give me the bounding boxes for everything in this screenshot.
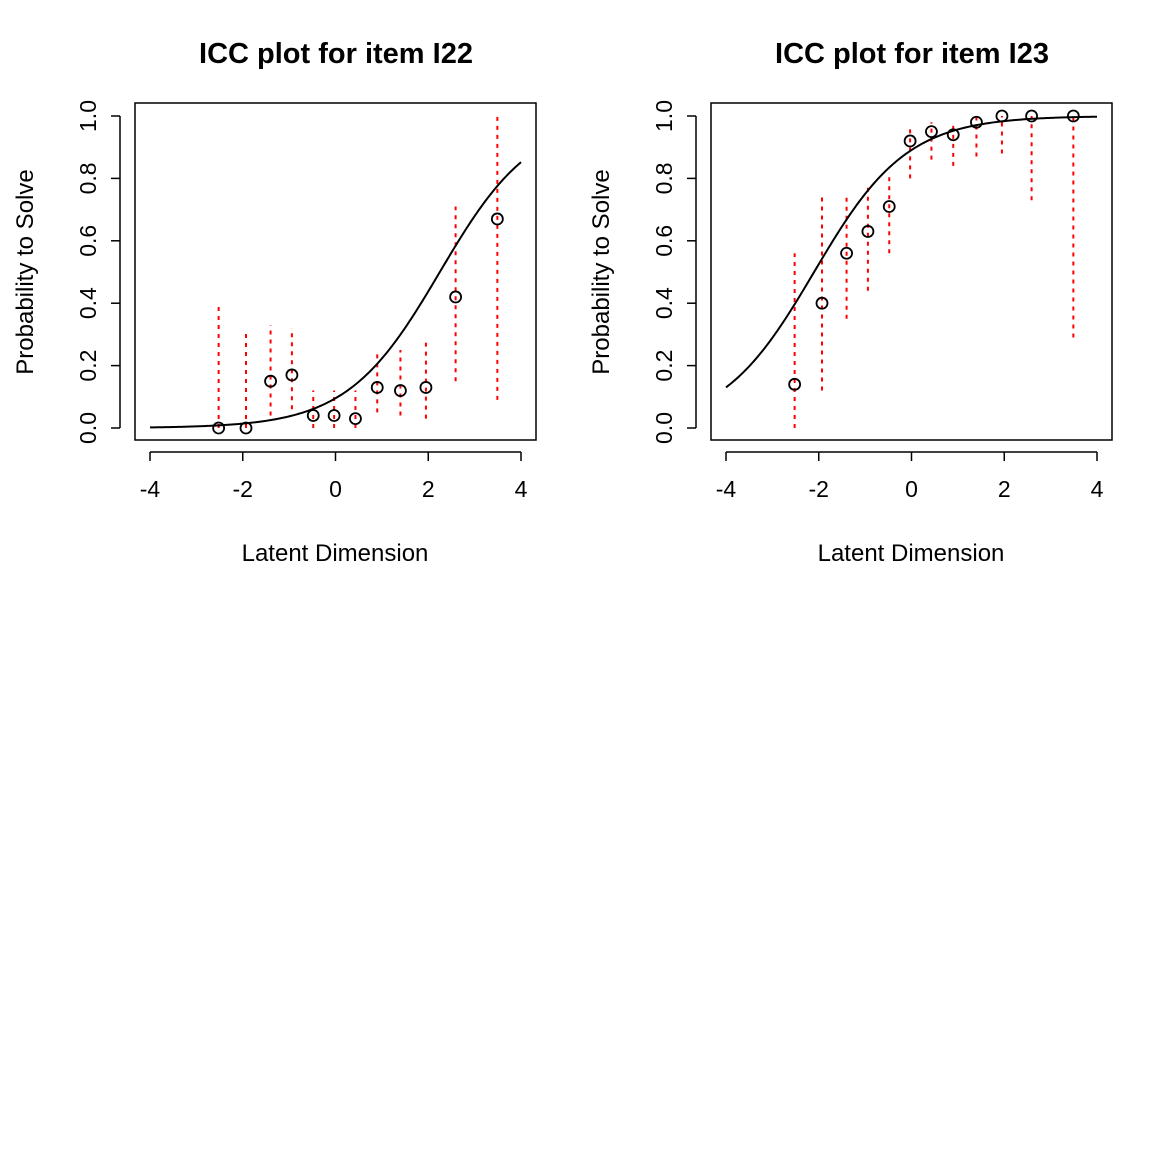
y-axis-label: Probability to Solve: [588, 169, 615, 374]
x-tick-label: 0: [329, 476, 342, 502]
x-axis-label: Latent Dimension: [818, 540, 1005, 567]
x-axis-label: Latent Dimension: [242, 540, 429, 567]
icc-curve: [725, 115, 1098, 389]
observed-point: [995, 109, 1009, 123]
y-tick-label: 1.0: [75, 100, 101, 132]
y-tick-label: 0.4: [75, 287, 101, 319]
panel-title: ICC plot for item I22: [199, 38, 473, 70]
icc-panel-i23: ICC plot for item I23 Latent Dimension P…: [588, 38, 1113, 567]
observed-point: [490, 212, 504, 226]
observed-point: [449, 290, 463, 304]
x-tick-label: -2: [809, 476, 829, 502]
observed-point: [239, 421, 253, 435]
observed-point: [840, 246, 853, 260]
observed-point: [1025, 109, 1039, 123]
x-tick-label: 4: [1091, 476, 1104, 502]
observed-point: [903, 134, 917, 148]
plot-marks: -4 -2 0 2 4 0.0 0.2 0.4 0.6 0.8 1.0: [75, 100, 528, 502]
y-tick-label: 0.2: [651, 350, 677, 382]
observed-point: [788, 377, 802, 391]
y-tick-label: 0.2: [75, 350, 101, 382]
observed-point: [285, 368, 299, 382]
y-tick-label: 0.0: [75, 412, 101, 444]
observed-point: [370, 381, 384, 394]
observed-point: [212, 421, 226, 435]
y-tick-label: 0.0: [651, 412, 677, 444]
observed-point: [349, 412, 362, 426]
x-tick-label: 2: [422, 476, 435, 502]
plot-marks: -4 -2 0 2 4 0.0 0.2 0.4 0.6 0.8 1.0: [651, 100, 1104, 502]
observed-point: [327, 409, 341, 422]
observed-point: [925, 125, 938, 139]
y-tick-label: 0.8: [651, 162, 677, 194]
y-axis-label: Probability to Solve: [12, 169, 39, 374]
observed-point: [306, 409, 320, 422]
panel-title: ICC plot for item I23: [775, 38, 1049, 70]
icc-panel-i22: ICC plot for item I22 Latent Dimension P…: [12, 38, 537, 567]
plot-frame: [134, 102, 537, 441]
y-tick-label: 0.6: [651, 225, 677, 257]
observed-point: [970, 115, 983, 129]
x-tick-label: -2: [233, 476, 253, 502]
observed-point: [264, 374, 277, 388]
icc-curve: [149, 161, 522, 429]
observed-point: [882, 200, 896, 213]
observed-point: [861, 225, 875, 238]
x-tick-label: -4: [716, 476, 737, 502]
x-tick-label: 4: [515, 476, 528, 502]
observed-point: [946, 128, 960, 142]
y-tick-label: 0.6: [75, 225, 101, 257]
observed-point: [394, 384, 407, 397]
y-tick-label: 0.8: [75, 162, 101, 194]
observed-point: [419, 381, 433, 394]
observed-point: [1066, 109, 1080, 123]
y-tick-label: 1.0: [651, 100, 677, 132]
observed-point: [815, 296, 829, 310]
x-tick-label: 2: [998, 476, 1011, 502]
x-tick-label: -4: [140, 476, 161, 502]
y-tick-label: 0.4: [651, 287, 677, 319]
plot-frame: [710, 102, 1113, 441]
x-tick-label: 0: [905, 476, 918, 502]
